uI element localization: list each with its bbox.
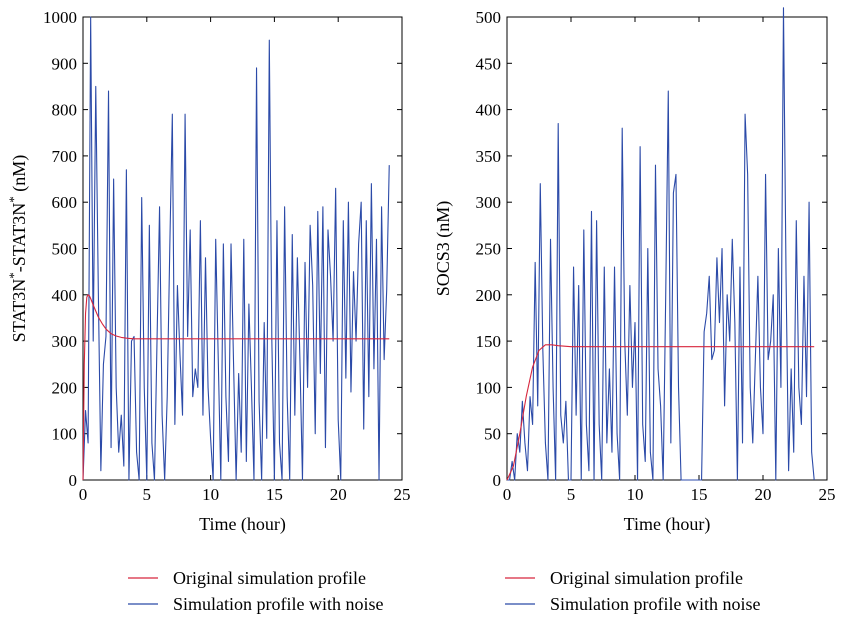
y-tick-label: 200 bbox=[52, 378, 78, 397]
y-tick-label: 500 bbox=[52, 240, 78, 259]
y-tick-label: 700 bbox=[52, 147, 78, 166]
legend-label-original: Original simulation profile bbox=[550, 568, 743, 588]
y-tick-label: 0 bbox=[493, 471, 502, 490]
x-tick-label: 0 bbox=[79, 485, 88, 504]
x-tick-label: 20 bbox=[330, 485, 347, 504]
y-tick-label: 0 bbox=[69, 471, 78, 490]
y-tick-label: 1000 bbox=[43, 8, 77, 27]
left-y-axis-label: STAT3N*-STAT3N* (nM) bbox=[6, 155, 31, 343]
original-profile-line bbox=[506, 344, 815, 481]
y-tick-label: 350 bbox=[476, 147, 502, 166]
noise-profile-line bbox=[507, 7, 815, 481]
legend-label-noise: Simulation profile with noise bbox=[550, 594, 760, 614]
noise-profile-line bbox=[82, 16, 390, 481]
left-plot-series bbox=[82, 16, 390, 481]
y-tick-label: 300 bbox=[476, 193, 502, 212]
y-tick-label: 100 bbox=[476, 378, 502, 397]
y-tick-label: 450 bbox=[476, 54, 502, 73]
left-plot-ticks: 0 5 10 15 20 25 0 100 200 300 400 500 600 700 800 900 10… bbox=[43, 8, 411, 504]
right-plot-series bbox=[506, 7, 815, 481]
right-plot: 0 5 10 15 20 25050100150200250300350400450500… bbox=[433, 7, 836, 535]
x-tick-label: 10 bbox=[627, 485, 644, 504]
right-x-axis-label: Time (hour) bbox=[624, 514, 711, 535]
x-tick-label: 10 bbox=[202, 485, 219, 504]
legend-label-noise: Simulation profile with noise bbox=[173, 594, 383, 614]
y-tick-label: 200 bbox=[476, 286, 502, 305]
x-tick-label: 15 bbox=[691, 485, 708, 504]
y-tick-label: 400 bbox=[476, 101, 502, 120]
right-legend: Original simulation profile Simulation p… bbox=[505, 568, 760, 614]
y-tick-label: 150 bbox=[476, 332, 502, 351]
original-profile-line bbox=[82, 294, 390, 481]
y-tick-label: 250 bbox=[476, 240, 502, 259]
y-tick-label: 100 bbox=[52, 425, 78, 444]
right-y-axis-label: SOCS3 (nM) bbox=[433, 201, 454, 297]
y-tick-label: 400 bbox=[52, 286, 78, 305]
x-tick-label: 25 bbox=[394, 485, 411, 504]
x-tick-label: 25 bbox=[819, 485, 836, 504]
x-tick-label: 0 bbox=[503, 485, 512, 504]
x-tick-label: 15 bbox=[266, 485, 283, 504]
y-tick-label: 900 bbox=[52, 54, 78, 73]
y-tick-label: 600 bbox=[52, 193, 78, 212]
x-tick-label: 20 bbox=[755, 485, 772, 504]
y-tick-label: 50 bbox=[484, 425, 501, 444]
left-legend: Original simulation profile Simulation p… bbox=[128, 568, 383, 614]
y-tick-label: 300 bbox=[52, 332, 78, 351]
right-plot-frame bbox=[506, 16, 828, 481]
y-tick-label: 800 bbox=[52, 101, 78, 120]
x-tick-label: 5 bbox=[567, 485, 576, 504]
legend-label-original: Original simulation profile bbox=[173, 568, 366, 588]
left-plot: 0 5 10 15 20 25 0 100 200 300 400 500 600 700 800 900 10… bbox=[6, 8, 411, 535]
left-x-axis-label: Time (hour) bbox=[199, 514, 286, 535]
y-tick-label: 500 bbox=[476, 8, 502, 27]
x-tick-label: 5 bbox=[143, 485, 152, 504]
left-plot-frame bbox=[82, 16, 403, 481]
